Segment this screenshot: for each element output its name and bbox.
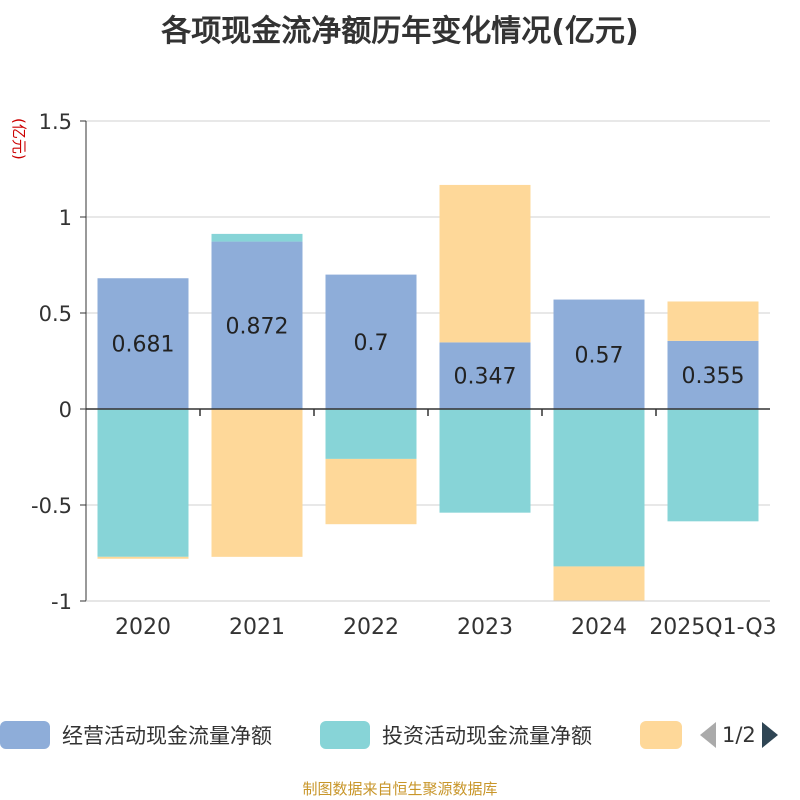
bar-segment: [667, 409, 759, 522]
bar-segment: [211, 233, 303, 242]
x-tick-label: 2022: [343, 615, 399, 640]
legend: 经营活动现金流量净额 投资活动现金流量净额 1/2: [0, 712, 800, 756]
bar-segment: [439, 342, 531, 409]
legend-label-investing: 投资活动现金流量净额: [382, 724, 592, 748]
legend-item-operating[interactable]: 经营活动现金流量净额: [0, 720, 272, 750]
x-tick-label: 2025Q1-Q3: [649, 615, 776, 640]
x-tick-label: 2021: [229, 615, 285, 640]
legend-pager: 1/2: [700, 718, 800, 752]
data-source-note: 制图数据来自恒生聚源数据库: [302, 780, 498, 798]
y-tick-label: 0.5: [39, 302, 72, 326]
y-tick-label: 0: [59, 398, 72, 422]
legend-swatch-financing: [640, 721, 682, 749]
data-label: 0.355: [682, 364, 745, 389]
bar-segment: [325, 458, 417, 525]
bar-segment: [325, 274, 417, 409]
x-tick-label: 2020: [115, 615, 171, 640]
data-label: 0.7: [354, 331, 389, 356]
legend-swatch-investing: [320, 721, 370, 749]
y-tick-label: 1: [59, 206, 72, 230]
x-tick-label: 2023: [457, 615, 513, 640]
bar-segment: [211, 409, 303, 557]
bar-segment: [97, 409, 189, 557]
bar-segment: [97, 556, 189, 559]
data-label: 0.57: [575, 343, 624, 368]
data-label: 0.347: [454, 365, 517, 390]
chart-title: 各项现金流净额历年变化情况(亿元): [161, 14, 639, 49]
x-tick-label: 2024: [571, 615, 627, 640]
y-tick-label: -0.5: [31, 494, 72, 518]
y-tick-label: -1: [51, 590, 72, 614]
bar-segment: [211, 241, 303, 409]
bar-segment: [97, 278, 189, 409]
data-label: 0.872: [226, 314, 289, 339]
legend-item-investing[interactable]: 投资活动现金流量净额: [320, 720, 592, 750]
bar-segment: [553, 566, 645, 601]
bar-chart: 1.5 1 0.5 0 -0.5 -1 0.681 0.872 0.7 0.347 0.57 0.35…: [31, 110, 777, 640]
legend-next-arrow-icon[interactable]: [761, 722, 778, 748]
bar-segment: [439, 409, 531, 513]
bar-segment: [325, 409, 417, 459]
bar-segment: [667, 340, 759, 409]
data-label: 0.681: [112, 333, 175, 358]
legend-prev-arrow-icon[interactable]: [700, 722, 716, 748]
bar-segment: [553, 409, 645, 567]
y-tick-label: 1.5: [39, 110, 72, 134]
bar-segment: [553, 299, 645, 409]
legend-item-financing[interactable]: [640, 720, 682, 750]
bar-segment: [439, 184, 531, 343]
legend-label-operating: 经营活动现金流量净额: [62, 724, 272, 748]
legend-swatch-operating: [0, 721, 50, 749]
legend-page-indicator: 1/2: [722, 723, 756, 747]
bar-segment: [667, 301, 759, 341]
